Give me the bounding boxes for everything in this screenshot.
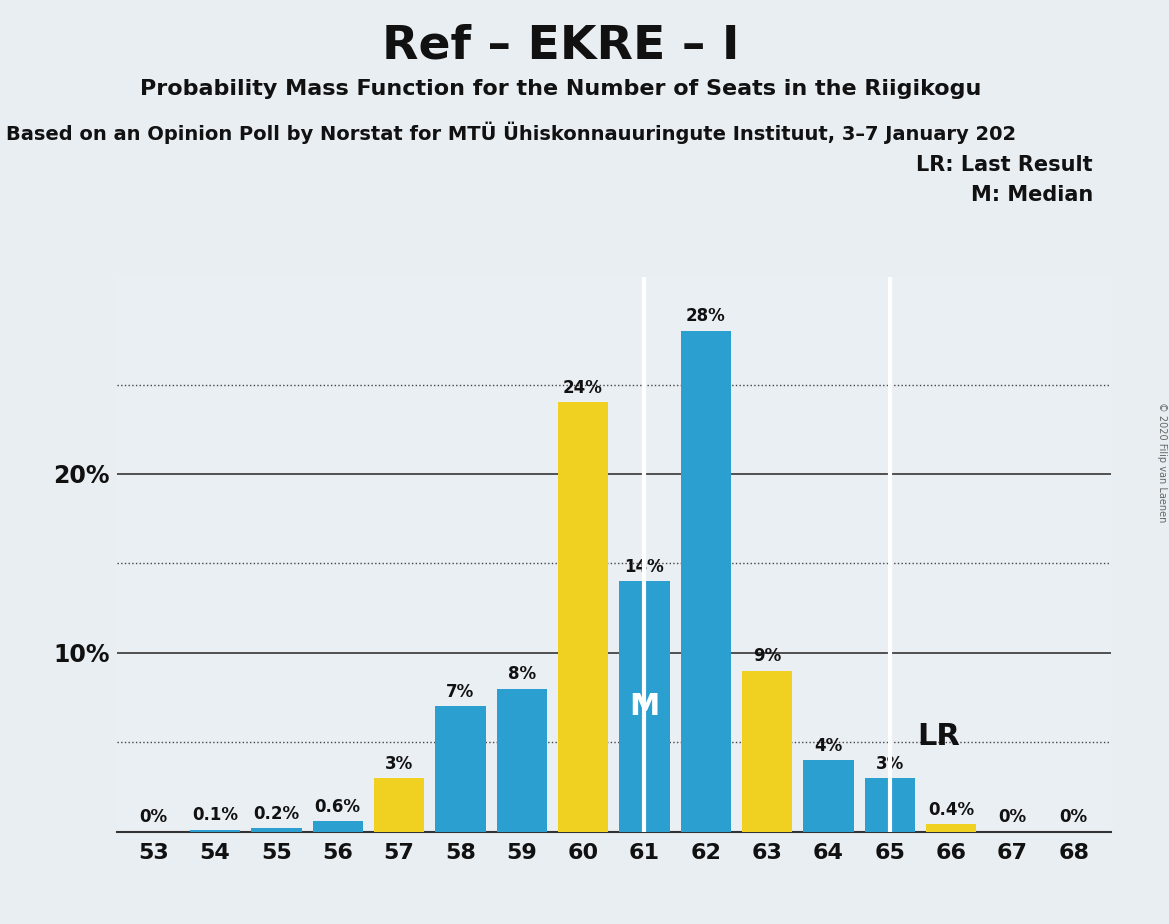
Text: 24%: 24% [563, 379, 603, 397]
Text: 3%: 3% [876, 755, 904, 772]
Text: 4%: 4% [815, 736, 843, 755]
Bar [374, 778, 424, 832]
Bar [865, 778, 915, 832]
Text: 28%: 28% [686, 308, 726, 325]
Text: 0.6%: 0.6% [314, 797, 361, 816]
Text: 0.1%: 0.1% [192, 807, 238, 824]
Text: 8%: 8% [507, 665, 535, 683]
Text: 0%: 0% [998, 808, 1026, 826]
Text: © 2020 Filip van Laenen: © 2020 Filip van Laenen [1156, 402, 1167, 522]
Bar [742, 671, 793, 832]
Text: M: M [629, 692, 659, 721]
Bar [189, 830, 240, 832]
Bar [620, 581, 670, 832]
Text: LR: LR [918, 723, 960, 751]
Text: M: Median: M: Median [970, 185, 1093, 205]
Bar [558, 402, 608, 832]
Text: 0%: 0% [139, 808, 168, 826]
Bar [803, 760, 853, 832]
Bar [497, 688, 547, 832]
Bar [435, 707, 485, 832]
Text: 0.4%: 0.4% [928, 801, 974, 819]
Text: 7%: 7% [447, 683, 475, 701]
Text: 0.2%: 0.2% [254, 805, 299, 822]
Text: 9%: 9% [753, 648, 781, 665]
Bar [251, 828, 302, 832]
Text: 14%: 14% [624, 558, 664, 576]
Text: Ref – EKRE – I: Ref – EKRE – I [382, 23, 740, 68]
Bar [312, 821, 362, 832]
Text: 0%: 0% [1059, 808, 1088, 826]
Text: Based on an Opinion Poll by Norstat for MTÜ Ühiskonnauuringute Instituut, 3–7 Ja: Based on an Opinion Poll by Norstat for … [6, 122, 1016, 144]
Bar [680, 331, 731, 832]
Bar [926, 824, 976, 832]
Text: Probability Mass Function for the Number of Seats in the Riigikogu: Probability Mass Function for the Number… [140, 79, 982, 99]
Text: LR: Last Result: LR: Last Result [916, 155, 1093, 176]
Text: 3%: 3% [385, 755, 413, 772]
